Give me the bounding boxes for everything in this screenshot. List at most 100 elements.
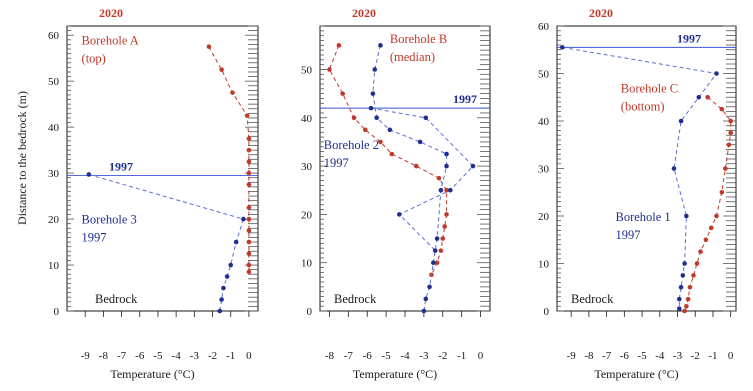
data-point [378,139,383,145]
data-point [440,236,446,241]
borehole-label-line: (bottom) [621,100,665,114]
data-point [421,308,427,314]
data-point [684,303,689,309]
data-point [719,106,725,112]
data-point [728,118,733,124]
borehole-label: Borehole 2 1997 [324,138,379,170]
data-point [431,260,436,265]
series-line [370,107,474,251]
x-tick-label: -3 [673,350,683,362]
x-tick-label: -7 [117,350,127,362]
year-1997-label: 1997 [677,31,701,45]
data-point [726,142,732,148]
borehole-label-line: 1997 [324,156,349,170]
series-line [88,174,245,312]
x-tick-label: -2 [438,350,447,362]
y-tick-label: 30 [538,164,550,176]
data-point [370,91,376,96]
bedrock-label: Bedrock [95,292,138,306]
data-point [444,212,449,217]
x-tick-label: -8 [325,350,335,362]
x-tick-label: -3 [419,350,429,362]
data-point [703,237,709,243]
data-point [327,67,332,72]
data-point [244,113,250,118]
data-point [246,136,252,141]
data-point [387,127,393,133]
x-tick-label: -6 [620,350,630,362]
x-tick-label: -4 [400,350,410,362]
data-point [687,284,693,290]
series-line [372,45,448,312]
x-tick-label: -5 [637,350,647,362]
borehole-label-line: 1997 [82,231,107,245]
data-point [671,166,677,171]
x-tick-label: -8 [584,350,594,362]
data-point [691,273,696,278]
x-tick-label: -2 [691,350,700,362]
data-point [246,159,252,164]
x-tick-label: -2 [208,350,217,362]
bedrock-label: Bedrock [571,292,614,306]
data-point [678,118,684,124]
y-tick-label: 60 [48,30,60,42]
data-point [723,166,728,171]
x-axis-label: Temperature (°C) [110,367,194,381]
data-point [246,147,252,153]
data-point [714,213,719,219]
borehole-label: Borehole 1 1997 [615,210,670,242]
data-point [86,172,92,177]
borehole-label-line: Borehole C [621,82,678,96]
borehole-label-line: (top) [82,51,106,65]
x-tick-label: -7 [344,350,354,362]
data-point [434,260,440,265]
data-point [246,182,252,187]
data-point [438,187,444,193]
borehole-label-line: Borehole B [390,32,447,46]
data-point [560,45,565,50]
year-2020-label: 2020 [99,6,123,20]
data-point [246,216,252,222]
y-tick-label: 50 [48,76,60,88]
bedrock-label: Bedrock [334,292,377,306]
data-point [438,248,444,253]
borehole-label-line: Borehole 3 [82,213,137,227]
data-point [219,297,224,302]
data-point [221,285,226,291]
year-2020-label: 2020 [352,6,376,20]
series-line [208,46,250,272]
data-point [427,284,432,290]
x-tick-label: -7 [602,350,612,362]
borehole-label-line: Borehole 1 [615,210,670,224]
x-tick-label: -8 [99,350,109,362]
y-tick-label: 40 [48,122,60,134]
plot-frame [556,25,737,312]
series-line [562,46,718,309]
data-point [470,163,476,169]
x-tick-label: 0 [246,350,252,362]
y-tick-label: 30 [301,161,313,173]
x-tick-label: -9 [81,350,91,362]
data-point [434,236,440,241]
panels: 0 10 20 30 40 50 60 -9 -8 -7 -6 -5 -4 -3 -2 -1 0 Temperat… [48,6,737,381]
data-point [442,224,447,229]
data-point [374,115,379,121]
data-point [246,228,252,233]
x-tick-label: 0 [728,350,734,362]
data-point [417,139,423,145]
data-point [728,130,733,136]
data-point [694,261,700,266]
data-point [682,261,687,266]
borehole-label-line: Borehole A [82,33,139,47]
borehole-label-line: (median) [390,50,435,64]
data-point [389,151,395,157]
data-point [340,91,345,96]
data-point [378,43,383,48]
data-point [246,251,252,256]
data-point [698,249,703,254]
x-tick-label: -4 [172,350,182,362]
y-tick-label: 10 [538,259,550,271]
y-tick-label: 60 [538,21,550,33]
data-point [246,205,252,210]
y-tick-label: 0 [54,306,60,318]
